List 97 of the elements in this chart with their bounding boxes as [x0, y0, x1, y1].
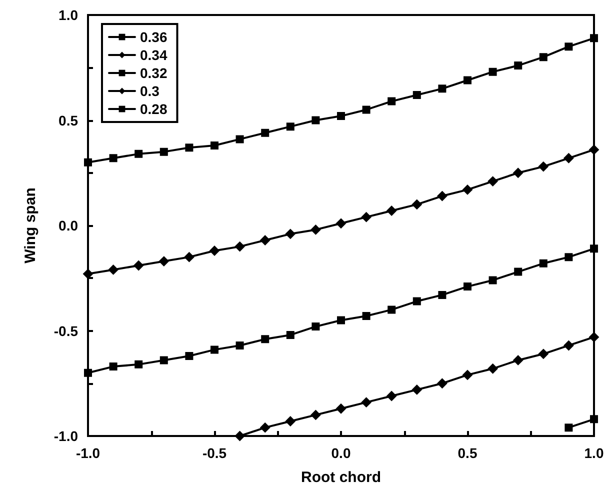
- point: [386, 206, 397, 216]
- point: [84, 158, 92, 166]
- x-tick-label: 0.0: [331, 445, 351, 461]
- legend-label: 0.34: [140, 47, 168, 63]
- point: [388, 306, 396, 314]
- point: [312, 322, 320, 331]
- point: [210, 142, 218, 150]
- point: [386, 391, 397, 402]
- point: [337, 112, 345, 120]
- point: [590, 415, 598, 424]
- point: [564, 42, 573, 51]
- point: [285, 416, 296, 426]
- point: [109, 154, 118, 162]
- point: [285, 228, 296, 239]
- point: [310, 224, 321, 235]
- point: [464, 76, 472, 84]
- point: [538, 162, 548, 172]
- point: [310, 410, 321, 420]
- point: [437, 191, 448, 202]
- x-tick-label: 1.0: [584, 445, 604, 461]
- point: [437, 378, 448, 388]
- point: [337, 316, 345, 324]
- point: [464, 282, 472, 291]
- point: [362, 106, 370, 114]
- point: [185, 144, 194, 152]
- y-tick-label: -1.0: [54, 428, 78, 444]
- point: [210, 346, 218, 354]
- point: [261, 128, 270, 137]
- point: [261, 335, 270, 344]
- point: [134, 260, 144, 270]
- point: [84, 368, 92, 377]
- point: [438, 290, 446, 299]
- y-tick-label: -0.5: [54, 322, 78, 339]
- point: [462, 370, 472, 380]
- point: [109, 362, 118, 371]
- legend-label: 0.32: [140, 65, 168, 81]
- point: [234, 431, 245, 441]
- point: [589, 144, 599, 155]
- point: [234, 242, 245, 252]
- point: [236, 135, 244, 144]
- point: [564, 340, 574, 350]
- point: [412, 297, 421, 306]
- point: [412, 90, 421, 99]
- point: [361, 212, 372, 222]
- point: [513, 168, 524, 178]
- point: [134, 150, 143, 158]
- point: [158, 256, 169, 266]
- point: [488, 176, 498, 186]
- point: [108, 264, 118, 275]
- point: [388, 97, 396, 106]
- point: [160, 356, 168, 364]
- point: [260, 235, 270, 246]
- point: [336, 218, 346, 228]
- y-tick-label: 1.0: [58, 7, 78, 23]
- y-axis-title: Wing span: [22, 188, 39, 264]
- point: [412, 384, 422, 395]
- x-tick-label: 0.5: [458, 445, 478, 461]
- point: [286, 330, 294, 339]
- point: [83, 268, 93, 279]
- point: [539, 53, 548, 62]
- point: [488, 364, 498, 374]
- point: [312, 116, 320, 124]
- point: [590, 34, 598, 42]
- y-tick-label: 0.5: [58, 112, 78, 128]
- point: [184, 252, 194, 262]
- point: [589, 332, 599, 342]
- point: [362, 312, 370, 320]
- point: [210, 246, 220, 256]
- point: [438, 84, 446, 93]
- point: [513, 355, 524, 366]
- point: [488, 68, 497, 76]
- point: [361, 397, 372, 408]
- y-tick-label: 0.0: [58, 218, 78, 234]
- legend-label: 0.3: [140, 83, 160, 99]
- point: [286, 122, 294, 131]
- point: [236, 341, 244, 350]
- x-tick-label: -0.5: [202, 445, 227, 461]
- point: [336, 404, 346, 414]
- point: [538, 348, 548, 359]
- point: [564, 253, 573, 262]
- point: [462, 184, 472, 195]
- x-tick-label: -1.0: [76, 445, 100, 461]
- legend-label: 0.36: [140, 29, 168, 45]
- point: [134, 360, 143, 368]
- point: [260, 422, 270, 433]
- point: [514, 62, 522, 70]
- x-axis-title: Root chord: [301, 469, 381, 486]
- point: [564, 153, 574, 164]
- point: [488, 276, 497, 284]
- point: [539, 259, 548, 268]
- legend-label: 0.28: [140, 101, 168, 117]
- point: [590, 244, 598, 253]
- point: [412, 199, 422, 210]
- point: [564, 424, 573, 432]
- point: [160, 148, 168, 156]
- point: [514, 268, 522, 276]
- point: [185, 352, 194, 360]
